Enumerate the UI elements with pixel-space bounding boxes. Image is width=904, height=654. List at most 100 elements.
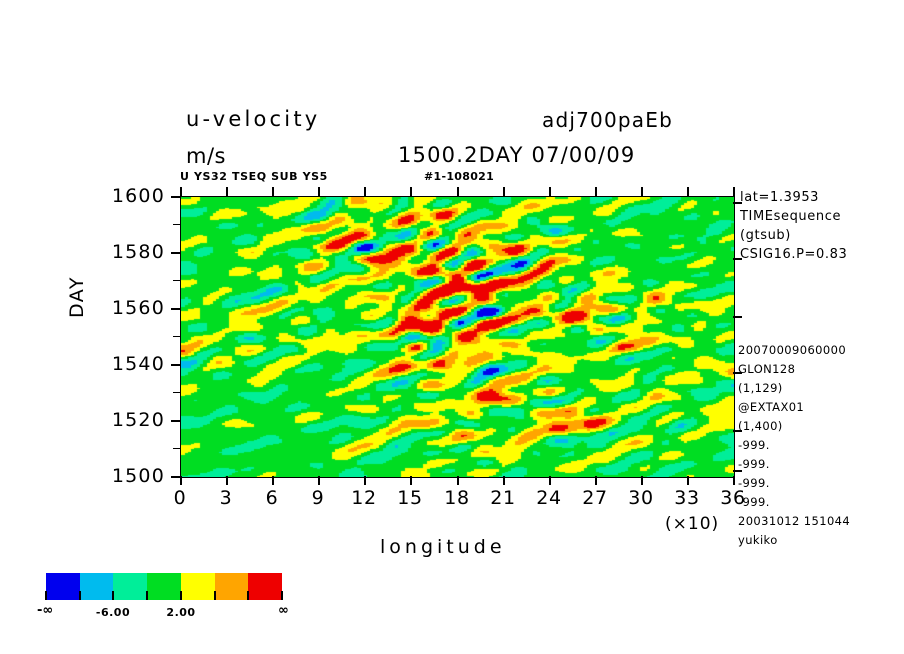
colorbar-max-label: ∞ — [278, 603, 289, 618]
x-tick-major-top — [733, 187, 735, 196]
colorbar-min-label: -∞ — [37, 603, 54, 618]
side-note-mid-7: -999. — [738, 476, 770, 490]
right-edge-tick — [733, 316, 742, 318]
heatmap-canvas — [181, 197, 734, 477]
x-tick-major — [364, 476, 366, 485]
dataset-title: adj700paEb — [542, 108, 673, 132]
x-tick-major — [180, 476, 182, 485]
page-title: u-velocity — [186, 107, 321, 131]
x-tick-major — [318, 476, 320, 485]
y-tick-major — [171, 476, 180, 478]
colorbar-segment-6 — [248, 573, 283, 600]
x-tick-major-top — [410, 187, 412, 196]
x-tick-label: 18 — [444, 487, 470, 509]
time-subtitle: 1500.2DAY 07/00/09 — [398, 143, 636, 167]
x-tick-major-top — [503, 187, 505, 196]
x-tick-major-top — [180, 187, 182, 196]
x-tick-major-top — [272, 187, 274, 196]
hovmoller-heatmap-plot — [180, 196, 735, 478]
meta-id-label: #1-108021 — [424, 170, 495, 183]
colorbar-tick-3 — [146, 591, 148, 600]
colorbar-tick-2 — [112, 591, 114, 600]
x-axis-title: longitude — [380, 536, 506, 558]
y-tick-label: 1500 — [111, 465, 165, 487]
x-tick-major — [641, 476, 643, 485]
x-tick-major — [410, 476, 412, 485]
colorbar-tick-1 — [79, 591, 81, 600]
x-tick-major — [503, 476, 505, 485]
y-tick-major — [171, 308, 180, 310]
x-tick-major-top — [641, 187, 643, 196]
x-tick-major-top — [595, 187, 597, 196]
y-tick-minor — [173, 448, 180, 449]
right-edge-tick — [733, 430, 742, 432]
colorbar-tick-6 — [247, 591, 249, 600]
x-tick-label: 33 — [674, 487, 700, 509]
y-tick-minor — [173, 280, 180, 281]
x-axis-multiplier-label: (×10) — [665, 514, 720, 534]
y-tick-major — [171, 252, 180, 254]
x-tick-major-top — [457, 187, 459, 196]
side-note-mid-3: @EXTAX01 — [738, 400, 805, 414]
x-tick-label: 9 — [311, 487, 325, 509]
colorbar-label-0: -6.00 — [95, 606, 131, 619]
colorbar-label-1: 2.00 — [166, 606, 196, 619]
x-tick-major — [549, 476, 551, 485]
colorbar-tick-0 — [45, 591, 47, 600]
x-tick-label: 6 — [265, 487, 279, 509]
y-tick-label: 1560 — [111, 297, 165, 319]
right-edge-tick — [733, 372, 742, 374]
colorbar-segment-4 — [180, 573, 215, 600]
y-tick-minor — [173, 224, 180, 225]
y-tick-label: 1540 — [111, 353, 165, 375]
colorbar-tick-7 — [281, 591, 283, 600]
y-tick-major — [171, 420, 180, 422]
units-label: m/s — [186, 144, 226, 168]
colorbar-segment-5 — [214, 573, 249, 600]
x-tick-label: 12 — [351, 487, 377, 509]
y-axis-title: DAY — [66, 276, 88, 318]
x-tick-major-top — [318, 187, 320, 196]
y-tick-label: 1580 — [111, 241, 165, 263]
x-tick-major — [457, 476, 459, 485]
x-tick-label: 0 — [173, 487, 187, 509]
side-note-top-0: lat=1.3953 — [740, 190, 820, 205]
y-tick-label: 1600 — [111, 185, 165, 207]
colorbar — [46, 573, 283, 600]
x-tick-label: 27 — [582, 487, 608, 509]
colorbar-segment-1 — [79, 573, 114, 600]
x-tick-major — [272, 476, 274, 485]
colorbar-segment-2 — [113, 573, 148, 600]
side-note-bottom-0: 20031012 151044 — [738, 514, 851, 528]
side-note-bottom-1: yukiko — [738, 533, 778, 547]
x-tick-major-top — [687, 187, 689, 196]
colorbar-segment-0 — [46, 573, 80, 600]
colorbar-tick-5 — [214, 591, 216, 600]
side-note-top-2: (gtsub) — [740, 228, 791, 243]
x-tick-label: 3 — [219, 487, 233, 509]
right-edge-tick — [733, 202, 742, 204]
x-tick-major-top — [226, 187, 228, 196]
x-tick-major-top — [364, 187, 366, 196]
right-edge-tick — [733, 258, 742, 260]
x-tick-major — [226, 476, 228, 485]
x-tick-major — [733, 476, 735, 485]
side-note-top-3: CSIG16.P=0.83 — [740, 247, 848, 262]
side-note-mid-1: GLON128 — [738, 362, 796, 376]
side-note-mid-6: -999. — [738, 457, 770, 471]
x-tick-label: 30 — [628, 487, 654, 509]
x-tick-major-top — [549, 187, 551, 196]
x-tick-label: 36 — [720, 487, 746, 509]
meta-flags-label: U YS32 TSEQ SUB YS5 — [180, 170, 328, 183]
x-tick-major — [595, 476, 597, 485]
x-tick-label: 24 — [536, 487, 562, 509]
side-note-mid-5: -999. — [738, 438, 770, 452]
y-tick-major — [171, 196, 180, 198]
side-note-mid-2: (1,129) — [738, 381, 783, 395]
side-note-mid-4: (1,400) — [738, 419, 783, 433]
side-note-mid-8: -999. — [738, 495, 770, 509]
colorbar-segment-3 — [147, 573, 181, 600]
right-edge-tick — [733, 470, 742, 472]
x-tick-major — [687, 476, 689, 485]
x-tick-label: 15 — [397, 487, 423, 509]
